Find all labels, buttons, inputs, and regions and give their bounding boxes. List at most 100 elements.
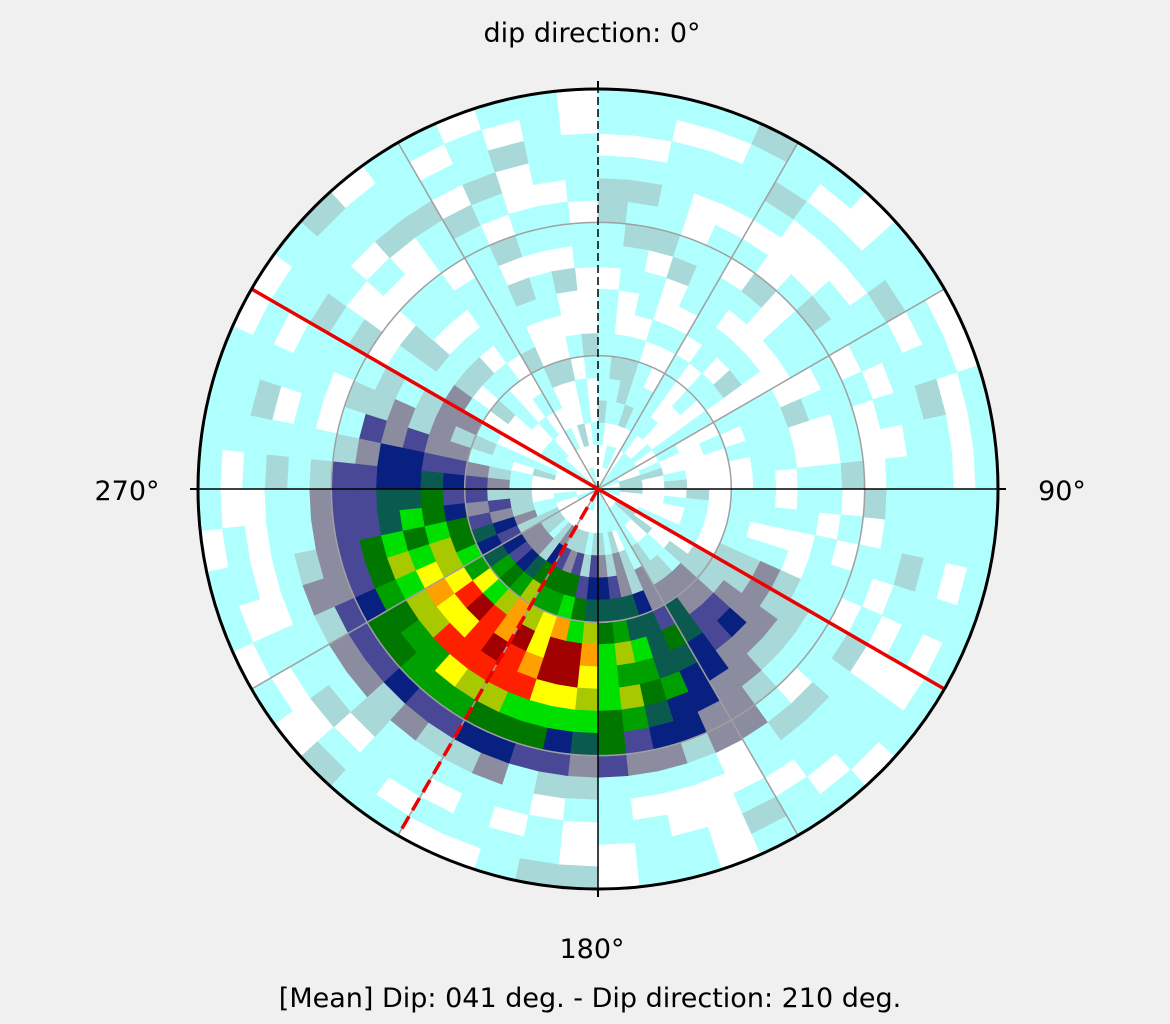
density-cell <box>884 488 910 522</box>
density-cell <box>597 110 638 136</box>
density-cell <box>597 244 624 269</box>
density-cell <box>375 465 400 490</box>
density-cell <box>929 451 954 490</box>
density-cell <box>197 488 223 532</box>
density-cell <box>840 460 866 490</box>
density-cell <box>397 488 422 511</box>
density-cell <box>553 490 578 504</box>
density-cell <box>597 599 613 623</box>
density-cell <box>597 753 629 779</box>
density-cell <box>442 488 466 506</box>
grid-spoke-330 <box>397 142 599 490</box>
tick-label-0: dip direction: 0° <box>483 18 701 49</box>
density-cell <box>597 333 615 357</box>
density-cell <box>597 288 620 313</box>
density-cell <box>636 416 658 440</box>
density-cell <box>567 753 599 779</box>
density-cell <box>486 488 510 501</box>
density-cell <box>419 470 444 490</box>
density-cell <box>620 245 650 272</box>
density-cell <box>597 310 617 335</box>
density-cell <box>560 133 599 158</box>
density-cell <box>308 458 334 490</box>
tick-label-90: 90° <box>1038 476 1086 507</box>
density-cell <box>375 488 400 513</box>
density-cell <box>286 456 312 490</box>
density-cell <box>565 177 599 203</box>
tick-label-270: 270° <box>94 476 160 507</box>
density-cell <box>572 709 599 734</box>
density-cell <box>197 446 223 490</box>
density-cell <box>330 488 356 518</box>
density-cell <box>574 687 599 712</box>
density-cell <box>597 643 617 668</box>
density-cell <box>308 488 334 520</box>
density-cell <box>597 621 615 645</box>
density-cell <box>907 488 932 525</box>
density-cell <box>818 488 843 515</box>
density-cell <box>354 437 381 467</box>
mean-caption: [Mean] Dip: 041 deg. - Dip direction: 21… <box>278 983 902 1014</box>
density-cell <box>597 798 634 823</box>
density-cell <box>951 488 977 529</box>
density-cell <box>752 488 777 508</box>
density-cell <box>242 451 267 490</box>
density-cell <box>818 463 843 490</box>
density-cell <box>569 221 599 247</box>
density-cell <box>597 221 627 247</box>
density-cell <box>376 509 403 536</box>
grid-spoke-240 <box>251 488 599 690</box>
density-cell <box>597 820 636 845</box>
density-cell <box>602 445 617 470</box>
density-cell <box>597 731 627 757</box>
density-cell <box>793 509 820 536</box>
density-cell <box>862 488 888 520</box>
density-cell <box>442 472 466 490</box>
density-cell <box>597 775 631 801</box>
density-cell <box>286 488 312 522</box>
density-cell <box>752 470 777 490</box>
density-cell <box>546 706 576 733</box>
density-cell <box>397 467 422 490</box>
density-cell <box>532 771 569 799</box>
grid-spoke-60 <box>597 288 945 490</box>
density-cell <box>597 687 622 712</box>
density-cell <box>973 446 999 490</box>
density-cell <box>796 465 821 490</box>
density-cell <box>569 731 599 757</box>
density-cell <box>583 355 599 379</box>
density-cell <box>572 244 599 269</box>
density-cell <box>579 643 599 668</box>
density-cell <box>729 354 761 385</box>
density-cell <box>730 488 754 506</box>
grid-spoke-30 <box>597 142 799 490</box>
density-cell <box>796 488 821 513</box>
tick-label-180: 180° <box>559 934 625 965</box>
density-cell <box>581 621 599 645</box>
density-cell <box>581 333 599 357</box>
density-cell <box>597 199 629 225</box>
density-cell <box>929 488 954 527</box>
density-cell <box>597 577 610 601</box>
density-cell <box>597 155 634 180</box>
grid-spoke-150 <box>597 488 799 836</box>
density-cell <box>597 177 631 203</box>
density-cell <box>562 155 599 180</box>
density-cell <box>597 709 624 734</box>
density-cell <box>576 665 599 690</box>
density-cell <box>264 488 289 525</box>
density-cell <box>354 511 381 541</box>
mean-dip-vector <box>396 488 600 837</box>
density-cell <box>419 488 444 508</box>
density-cell <box>330 460 356 490</box>
density-cell <box>565 775 599 801</box>
density-cell <box>555 864 599 890</box>
density-cell <box>562 798 599 823</box>
density-cell <box>620 706 650 733</box>
density-cell <box>264 453 289 490</box>
density-cell <box>464 488 488 504</box>
density-cell <box>973 488 999 532</box>
density-cell <box>597 665 620 690</box>
